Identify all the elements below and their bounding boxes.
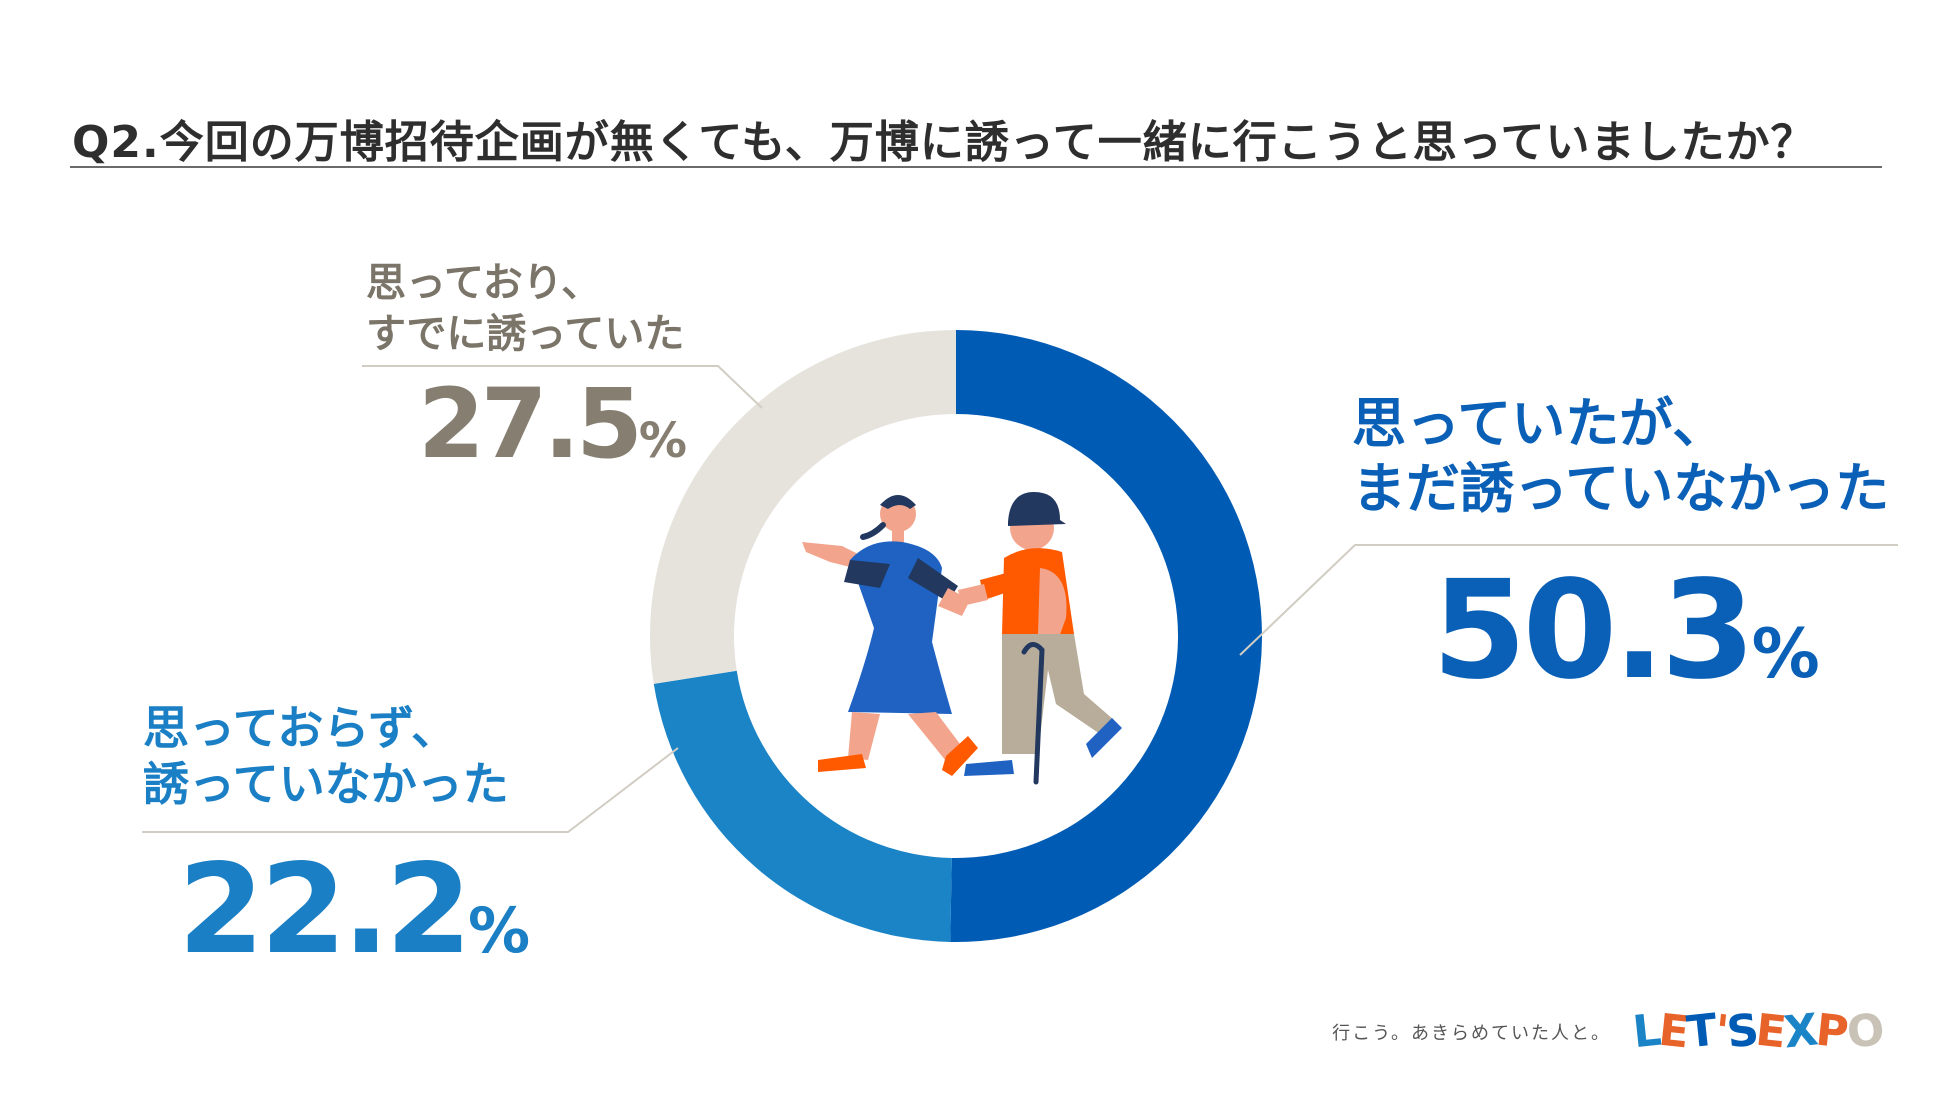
slice-label-line: 思っておらず、 xyxy=(143,701,458,755)
slice-not-thinking xyxy=(653,670,952,942)
page-title: Q2.今回の万博招待企画が無くても、万博に誘って一緒に行こうと思っていましたか？ xyxy=(72,117,1816,168)
footer: 行こう。あきらめていた人と。 LET'SEXPO xyxy=(1332,1004,1885,1059)
leader-line-light xyxy=(142,747,679,833)
leader-line-gray xyxy=(362,365,763,409)
leader-line-blue xyxy=(1239,544,1898,656)
slice-label-not-thinking: 思っておらず、 誘っていなかった xyxy=(143,700,509,812)
slice-label-already-invited: 思っており、 すでに誘っていた xyxy=(366,258,684,360)
slice-label-line: まだ誘っていなかった xyxy=(1352,456,1890,520)
donut-slices xyxy=(650,330,1262,942)
logo-letter: P xyxy=(1813,1004,1850,1059)
slice-label-line: 思っており、 xyxy=(366,260,602,306)
slice-label-line: すでに誘っていた xyxy=(366,311,685,358)
footer-tagline: 行こう。あきらめていた人と。 xyxy=(1332,1022,1612,1044)
slice-value-already-invited: 27.5% xyxy=(418,368,687,480)
slice-value-not-thinking: 22.2% xyxy=(178,838,531,982)
logo-letter: O xyxy=(1844,1004,1885,1059)
slice-label-line: 誘っていなかった xyxy=(143,757,509,812)
slice-already-invited xyxy=(650,330,956,684)
letsexpo-logo: LET'SEXPO xyxy=(1630,1004,1885,1059)
slice-label-line: 思っていたが、 xyxy=(1352,392,1727,455)
slice-label-not-yet-invited: 思っていたが、 まだ誘っていなかった xyxy=(1352,392,1889,522)
title-underline xyxy=(70,166,1882,168)
slice-value-not-yet-invited: 50.3% xyxy=(1432,552,1820,710)
slice-not-yet-invited xyxy=(950,330,1262,942)
people-walking-with-cane-icon xyxy=(802,492,1122,785)
